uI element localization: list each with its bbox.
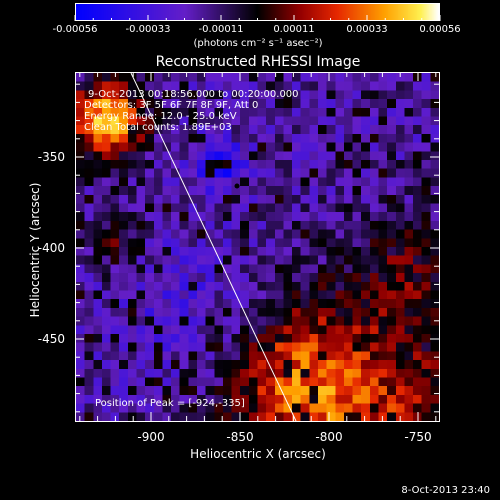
colorbar-tick-label: 0.00033 (346, 24, 388, 35)
plot-area: 9-Oct-2013 00:18:56.000 to 00:20:00.000 … (75, 72, 440, 422)
info-total-counts: Clean Total counts: 1.89E+03 (84, 122, 232, 133)
x-tick-label: -900 (137, 430, 165, 444)
x-tick-label: -800 (315, 430, 343, 444)
colorbar-tick-label: -0.00056 (52, 24, 98, 35)
colorbar-tick-label: -0.00033 (125, 24, 171, 35)
x-tick-label: -850 (226, 430, 254, 444)
y-tick-label: -400 (37, 241, 65, 255)
y-tick-label: -350 (37, 150, 65, 164)
footer-date: 8-Oct-2013 23:40 (401, 485, 490, 496)
info-detectors: Detectors: 3F 5F 6F 7F 8F 9F, Att 0 (84, 100, 259, 111)
plot-overlay (130, 73, 297, 421)
info-energy-range: Energy Range: 12.0 - 25.0 keV (84, 111, 237, 122)
x-tick-label: -750 (404, 430, 432, 444)
plot-title: Reconstructed RHESSI Image (155, 54, 361, 70)
colorbar-tick-label: 0.00011 (273, 24, 315, 35)
colorbar-tick-label: -0.00011 (198, 24, 244, 35)
info-time-range: 9-Oct-2013 00:18:56.000 to 00:20:00.000 (88, 89, 299, 100)
peak-marker (234, 183, 240, 189)
solar-limb-line (130, 73, 297, 421)
colorbar-tick-label: 0.00056 (419, 24, 461, 35)
colorbar-ticks (74, 15, 441, 21)
peak-position-label: Position of Peak = [-924,-335] (95, 398, 245, 409)
colorbar-unit-label: (photons cm⁻² s⁻¹ asec⁻²) (193, 38, 323, 49)
xray-intensity-map (76, 73, 439, 421)
x-axis-label: Heliocentric X (arcsec) (190, 447, 326, 461)
y-axis-label: Heliocentric Y (arcsec) (27, 182, 42, 318)
y-tick-label: -450 (37, 332, 65, 346)
